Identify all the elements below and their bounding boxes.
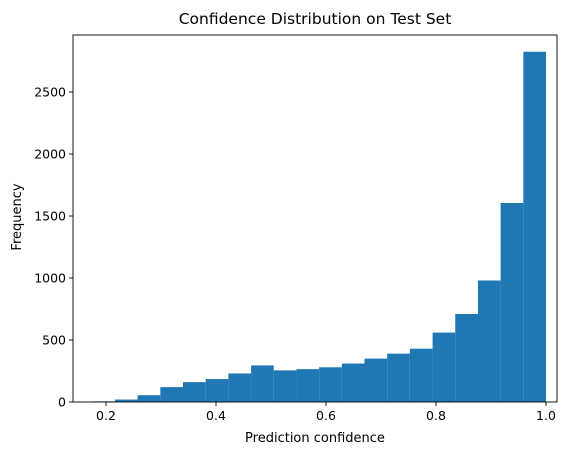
histogram-bar-8 bbox=[273, 370, 297, 402]
y-tick-label: 1000 bbox=[34, 271, 66, 286]
histogram-bar-10 bbox=[319, 367, 342, 402]
histogram-bar-5 bbox=[205, 379, 229, 402]
histogram-bar-11 bbox=[341, 363, 365, 402]
y-tick-label: 2500 bbox=[34, 85, 66, 100]
histogram-bar-2 bbox=[137, 395, 161, 402]
histogram-bar-13 bbox=[387, 353, 410, 402]
y-axis-ticks: 0 500 1000 1500 2000 2500 bbox=[34, 85, 73, 410]
x-tick-label: 0.4 bbox=[206, 408, 226, 423]
histogram-bar-12 bbox=[364, 358, 388, 402]
histogram-bar-16 bbox=[455, 313, 478, 402]
y-tick-label: 0 bbox=[58, 395, 66, 410]
histogram-bar-17 bbox=[477, 280, 501, 402]
y-tick-label: 1500 bbox=[34, 209, 66, 224]
x-tick-label: 0.8 bbox=[426, 408, 446, 423]
histogram-bar-1 bbox=[114, 399, 138, 402]
chart-title: Confidence Distribution on Test Set bbox=[179, 10, 452, 28]
y-tick-label: 500 bbox=[42, 333, 66, 348]
histogram-bar-14 bbox=[409, 348, 433, 402]
y-axis-label: Frequency bbox=[10, 183, 25, 250]
histogram-bar-18 bbox=[500, 203, 524, 402]
y-tick-label: 2000 bbox=[34, 147, 66, 162]
histogram-bar-15 bbox=[432, 332, 456, 402]
histogram-bar-3 bbox=[160, 387, 183, 402]
x-tick-label: 0.2 bbox=[96, 408, 116, 423]
x-tick-label: 0.6 bbox=[316, 408, 336, 423]
histogram-bar-6 bbox=[228, 373, 252, 402]
histogram-bar-4 bbox=[183, 382, 206, 402]
x-tick-label: 1.0 bbox=[536, 408, 556, 423]
plot-frame bbox=[72, 34, 558, 403]
bars-group bbox=[92, 51, 546, 403]
x-axis-ticks: 0.2 0.4 0.6 0.8 1.0 bbox=[96, 402, 556, 423]
histogram-bar-9 bbox=[296, 369, 320, 402]
histogram-bar-7 bbox=[251, 365, 274, 402]
histogram-bar-19 bbox=[523, 51, 546, 403]
x-axis-label: Prediction confidence bbox=[245, 431, 385, 446]
